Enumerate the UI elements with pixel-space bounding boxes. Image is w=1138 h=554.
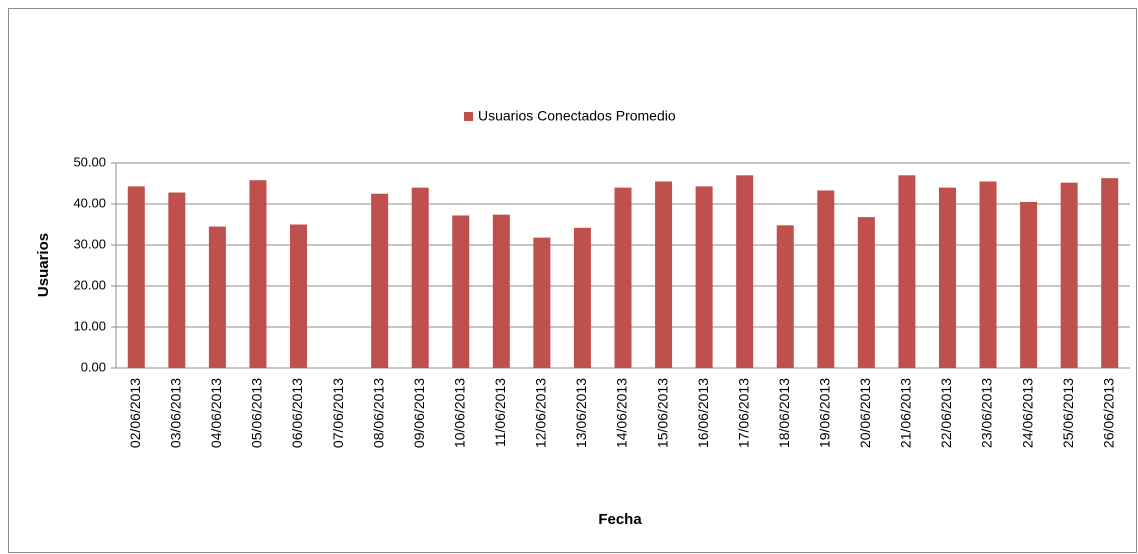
x-tick-label: 24/06/2013: [1019, 378, 1035, 448]
x-tick-label: 08/06/2013: [370, 378, 386, 448]
x-tick-label: 26/06/2013: [1100, 378, 1116, 448]
x-tick-label: 05/06/2013: [249, 378, 265, 448]
bar: [371, 193, 389, 368]
bar: [938, 187, 956, 368]
bar: [452, 215, 470, 368]
bar: [127, 186, 145, 368]
bar: [979, 181, 997, 368]
legend-label: Usuarios Conectados Promedio: [478, 108, 676, 124]
x-tick-label: 19/06/2013: [817, 378, 833, 448]
bar: [249, 180, 267, 368]
y-tick-label: 50.00: [73, 154, 106, 169]
bar: [776, 225, 794, 368]
x-tick-label: 20/06/2013: [857, 378, 873, 448]
bar: [817, 190, 835, 368]
x-tick-label: 13/06/2013: [573, 378, 589, 448]
bar: [695, 186, 713, 368]
x-tick-label: 25/06/2013: [1060, 378, 1076, 448]
bar: [290, 224, 308, 368]
bar: [533, 237, 551, 368]
x-tick-label: 02/06/2013: [127, 378, 143, 448]
y-tick-label: 20.00: [73, 277, 106, 292]
x-tick-label: 17/06/2013: [735, 378, 751, 448]
bar: [208, 226, 226, 368]
bar: [1060, 182, 1078, 368]
legend-swatch: [464, 112, 473, 121]
bar: [411, 187, 429, 368]
x-tick-label: 03/06/2013: [168, 378, 184, 448]
y-tick-label: 30.00: [73, 236, 106, 251]
x-tick-label: 07/06/2013: [330, 378, 346, 448]
x-tick-label: 23/06/2013: [979, 378, 995, 448]
x-tick-label: 16/06/2013: [695, 378, 711, 448]
bar: [898, 175, 916, 368]
x-tick-label: 12/06/2013: [533, 378, 549, 448]
bar: [492, 214, 510, 368]
x-tick-label: 09/06/2013: [411, 378, 427, 448]
x-tick-label: 06/06/2013: [289, 378, 305, 448]
x-tick-label: 10/06/2013: [451, 378, 467, 448]
bar: [857, 217, 875, 368]
x-tick-label: 21/06/2013: [898, 378, 914, 448]
x-tick-label: 15/06/2013: [654, 378, 670, 448]
bar: [1020, 201, 1038, 368]
bar: [655, 181, 673, 368]
x-tick-label: 18/06/2013: [776, 378, 792, 448]
bar: [736, 175, 754, 368]
x-axis-label: Fecha: [598, 511, 642, 528]
x-tick-label: 04/06/2013: [208, 378, 224, 448]
y-axis-label: Usuarios: [35, 233, 52, 297]
x-tick-label: 11/06/2013: [492, 378, 508, 447]
bar: [168, 192, 186, 368]
x-tick-label: 22/06/2013: [938, 378, 954, 448]
bar: [614, 187, 632, 368]
x-tick-label: 14/06/2013: [614, 378, 630, 448]
y-tick-label: 0.00: [81, 359, 106, 374]
y-tick-label: 10.00: [73, 318, 106, 333]
bar: [573, 227, 591, 368]
bar: [1101, 178, 1119, 368]
y-tick-label: 40.00: [73, 195, 106, 210]
